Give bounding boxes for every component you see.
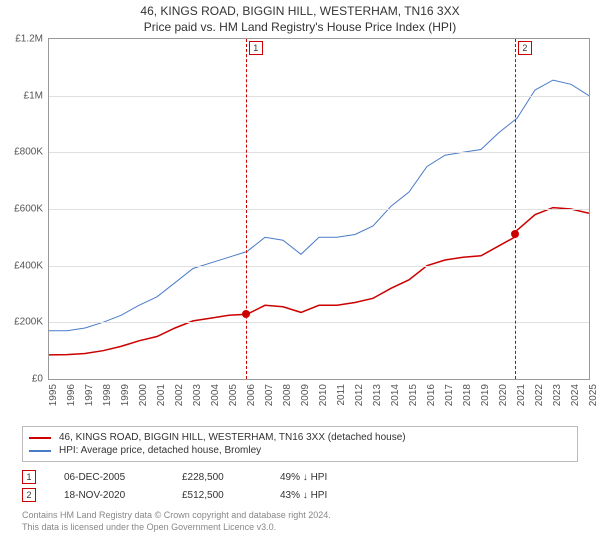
- sale-row: 1 06-DEC-2005 £228,500 49% ↓ HPI: [22, 468, 578, 486]
- x-tick-label: 2019: [480, 384, 491, 406]
- sale-marker-badge: 1: [249, 41, 263, 55]
- footer-text: Contains HM Land Registry data © Crown c…: [22, 510, 578, 533]
- sale-row-badge: 1: [22, 470, 36, 484]
- x-tick-label: 2024: [570, 384, 581, 406]
- x-tick-label: 2016: [426, 384, 437, 406]
- x-tick-label: 1998: [102, 384, 113, 406]
- y-tick-label: £600K: [14, 204, 43, 215]
- legend-swatch: [29, 437, 51, 439]
- sale-marker-dot: [511, 230, 519, 238]
- page: 46, KINGS ROAD, BIGGIN HILL, WESTERHAM, …: [0, 0, 600, 560]
- x-tick-label: 2009: [300, 384, 311, 406]
- x-tick-label: 2001: [156, 384, 167, 406]
- sale-row: 2 18-NOV-2020 £512,500 43% ↓ HPI: [22, 486, 578, 504]
- x-tick-label: 2010: [318, 384, 329, 406]
- x-tick-label: 2002: [174, 384, 185, 406]
- sale-row-hpi: 49% ↓ HPI: [280, 472, 370, 483]
- x-tick-label: 2014: [390, 384, 401, 406]
- x-tick-label: 1996: [66, 384, 77, 406]
- x-tick-label: 2020: [498, 384, 509, 406]
- y-tick-label: £400K: [14, 260, 43, 271]
- x-tick-label: 2018: [462, 384, 473, 406]
- x-tick-label: 1999: [120, 384, 131, 406]
- x-tick-label: 2007: [264, 384, 275, 406]
- x-tick-label: 2004: [210, 384, 221, 406]
- y-tick-label: £200K: [14, 317, 43, 328]
- x-tick-label: 2015: [408, 384, 419, 406]
- gridline-h: [49, 96, 589, 97]
- x-tick-label: 2006: [246, 384, 257, 406]
- x-tick-label: 2012: [354, 384, 365, 406]
- sale-row-date: 18-NOV-2020: [64, 490, 154, 501]
- x-tick-label: 2000: [138, 384, 149, 406]
- sale-row-price: £512,500: [182, 490, 252, 501]
- x-tick-label: 1997: [84, 384, 95, 406]
- y-tick-label: £1.2M: [15, 34, 43, 45]
- series-line-hpi: [49, 80, 589, 331]
- legend-swatch: [29, 450, 51, 452]
- sale-marker-line: [515, 39, 516, 379]
- gridline-h: [49, 322, 589, 323]
- x-tick-label: 2021: [516, 384, 527, 406]
- sale-row-price: £228,500: [182, 472, 252, 483]
- sale-row-date: 06-DEC-2005: [64, 472, 154, 483]
- legend-row: 46, KINGS ROAD, BIGGIN HILL, WESTERHAM, …: [29, 431, 571, 444]
- gridline-h: [49, 266, 589, 267]
- legend-label: 46, KINGS ROAD, BIGGIN HILL, WESTERHAM, …: [59, 432, 406, 443]
- y-tick-label: £1M: [24, 90, 43, 101]
- y-tick-label: £800K: [14, 147, 43, 158]
- x-tick-label: 2008: [282, 384, 293, 406]
- legend-box: 46, KINGS ROAD, BIGGIN HILL, WESTERHAM, …: [22, 426, 578, 462]
- x-tick-label: 2022: [534, 384, 545, 406]
- x-tick-label: 1995: [48, 384, 59, 406]
- x-tick-label: 2011: [336, 384, 347, 406]
- sale-marker-dot: [242, 310, 250, 318]
- y-tick-label: £0: [32, 374, 43, 385]
- chart-title-line2: Price paid vs. HM Land Registry's House …: [0, 18, 600, 38]
- x-axis-ticks: 1995 1996 1997 1998 1999 2000 2001 2002 2003 2004…: [48, 380, 590, 420]
- sale-row-badge: 2: [22, 488, 36, 502]
- x-tick-label: 2025: [588, 384, 599, 406]
- x-tick-label: 2005: [228, 384, 239, 406]
- gridline-h: [49, 152, 589, 153]
- x-tick-label: 2003: [192, 384, 203, 406]
- x-tick-label: 2017: [444, 384, 455, 406]
- footer-line1: Contains HM Land Registry data © Crown c…: [22, 510, 578, 522]
- chart-plot-area: £0£200K£400K£600K£800K£1M£1.2M12: [48, 38, 590, 380]
- sale-marker-badge: 2: [518, 41, 532, 55]
- x-tick-label: 2023: [552, 384, 563, 406]
- footer-line2: This data is licensed under the Open Gov…: [22, 522, 578, 534]
- sale-row-hpi: 43% ↓ HPI: [280, 490, 370, 501]
- legend-label: HPI: Average price, detached house, Brom…: [59, 445, 261, 456]
- gridline-h: [49, 209, 589, 210]
- series-line-price_paid: [49, 208, 589, 355]
- sales-table: 1 06-DEC-2005 £228,500 49% ↓ HPI 2 18-NOV-202…: [22, 468, 578, 504]
- chart-title-line1: 46, KINGS ROAD, BIGGIN HILL, WESTERHAM, …: [0, 0, 600, 18]
- x-tick-label: 2013: [372, 384, 383, 406]
- sale-marker-line: [246, 39, 247, 379]
- legend-row: HPI: Average price, detached house, Brom…: [29, 444, 571, 457]
